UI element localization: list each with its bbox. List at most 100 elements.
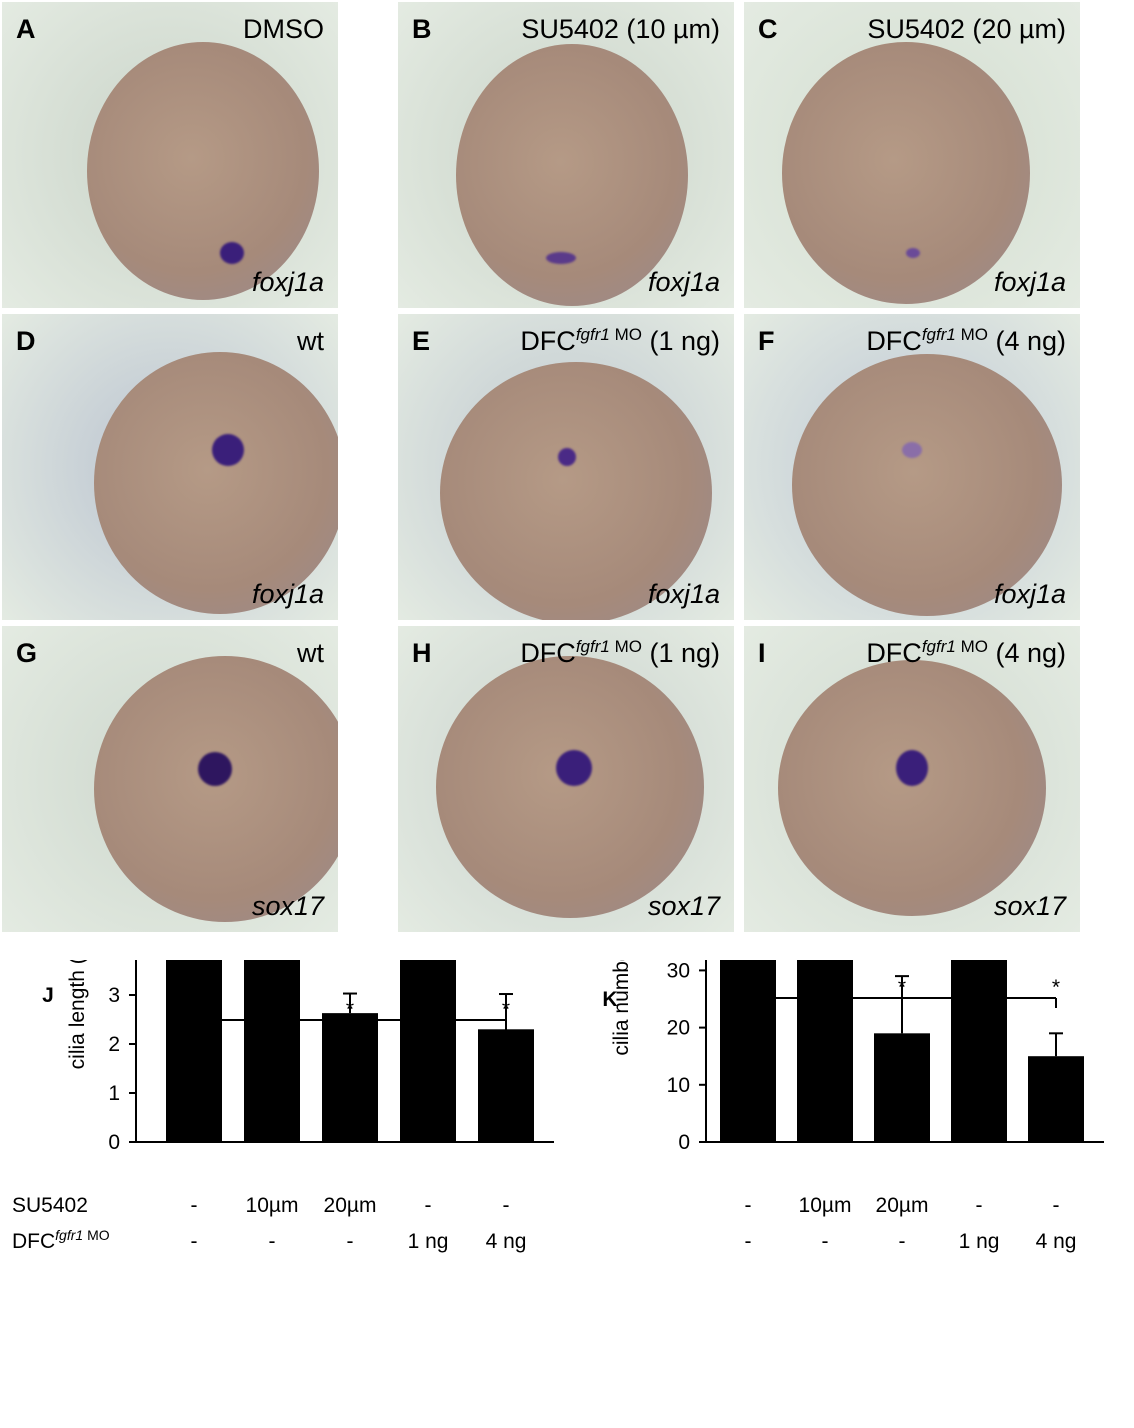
- significance-star: *: [268, 998, 276, 1021]
- y-axis-label: cilia number: [610, 960, 633, 1056]
- dfc-value: -: [899, 1230, 906, 1253]
- embryo-image: [782, 42, 1030, 304]
- dfc-value: 1 ng: [408, 1230, 449, 1253]
- significance-star: *: [502, 998, 510, 1021]
- embryo-image: [456, 44, 688, 306]
- dfc-row-label: DFCfgfr1 MO: [12, 1227, 110, 1253]
- panel-condition: SU5402 (20 µm): [867, 14, 1066, 44]
- bar: [720, 960, 776, 1142]
- condition-superscript: fgfr1 MO: [921, 325, 988, 344]
- panel-h: H DFCfgfr1 MO (1 ng) sox17: [398, 626, 734, 932]
- condition-suffix: (4 ng): [987, 638, 1066, 668]
- bar: [951, 960, 1007, 1142]
- condition-superscript: fgfr1 MO: [575, 325, 642, 344]
- panel-gene-label: foxj1a: [993, 579, 1066, 609]
- expression-spot: [558, 448, 576, 466]
- panel-letter: I: [758, 638, 766, 668]
- y-tick-label: 0: [108, 1131, 120, 1154]
- su5402-row-label: SU5402: [12, 1194, 88, 1217]
- significance-star: *: [1052, 976, 1060, 999]
- charts-area: J0123456cilia length (µm)****--10µm-20µm…: [12, 960, 1104, 1253]
- bar: [1028, 1056, 1084, 1142]
- panel-condition: DFCfgfr1 MO (4 ng): [866, 326, 1066, 357]
- panel-gene-label: sox17: [647, 891, 720, 921]
- embryo-image: [778, 660, 1046, 916]
- panel-gene-label: sox17: [251, 891, 324, 921]
- panel-b: B SU5402 (10 µm) foxj1a: [398, 2, 734, 308]
- embryo-image: [440, 362, 712, 620]
- bar: [322, 1013, 378, 1142]
- su5402-value: 20µm: [324, 1194, 377, 1217]
- expression-spot: [896, 750, 928, 786]
- y-tick-label: 30: [667, 960, 690, 982]
- condition-prefix: DFC: [866, 326, 922, 356]
- panel-gene-label: foxj1a: [647, 579, 720, 609]
- expression-spot: [902, 442, 922, 458]
- y-tick-label: 10: [667, 1074, 690, 1097]
- panel-e: E DFCfgfr1 MO (1 ng) foxj1a: [398, 314, 734, 620]
- expression-spot: [220, 242, 244, 264]
- panel-condition: DFCfgfr1 MO (1 ng): [520, 638, 720, 669]
- embryo-image: [87, 42, 319, 300]
- dfc-value: -: [269, 1230, 276, 1253]
- panel-condition: wt: [297, 638, 324, 668]
- panel-letter: E: [412, 326, 431, 356]
- significance-star: *: [346, 998, 354, 1021]
- bar: [478, 1029, 534, 1142]
- expression-spot: [198, 752, 232, 786]
- panel-condition: DMSO: [243, 14, 324, 44]
- panel-letter: C: [758, 14, 778, 44]
- bar: [874, 1033, 930, 1142]
- panel-condition: DFCfgfr1 MO (4 ng): [866, 638, 1066, 669]
- condition-prefix: DFC: [520, 326, 576, 356]
- panel-c: C SU5402 (20 µm) foxj1a: [744, 2, 1080, 308]
- panel-gene-label: foxj1a: [251, 267, 324, 297]
- y-axis-label: cilia length (µm): [66, 960, 89, 1069]
- su5402-value: -: [745, 1194, 752, 1217]
- dfc-value: 4 ng: [1036, 1230, 1077, 1253]
- panel-i: I DFCfgfr1 MO (4 ng) sox17: [744, 626, 1080, 932]
- condition-suffix: (1 ng): [641, 638, 720, 668]
- panel-letter: G: [16, 638, 38, 668]
- condition-prefix: DFC: [866, 638, 922, 668]
- dfc-value: -: [745, 1230, 752, 1253]
- dfc-value: -: [822, 1230, 829, 1253]
- panel-gene-label: foxj1a: [251, 579, 324, 609]
- y-tick-label: 20: [667, 1017, 690, 1040]
- panel-letter: F: [758, 326, 775, 356]
- condition-superscript: fgfr1 MO: [921, 637, 988, 656]
- panel-letter: H: [412, 638, 432, 668]
- bar: [244, 960, 300, 1142]
- y-tick-label: 0: [678, 1131, 690, 1154]
- chart-panel-letter: J: [42, 984, 54, 1007]
- panel-letter: A: [16, 14, 36, 44]
- dfc-value: 4 ng: [486, 1230, 527, 1253]
- embryo-image: [94, 352, 338, 614]
- su5402-value: 10µm: [799, 1194, 852, 1217]
- panel-condition: wt: [297, 326, 324, 356]
- panel-gene-label: foxj1a: [647, 267, 720, 297]
- y-tick-label: 2: [108, 1033, 120, 1056]
- su5402-value: -: [976, 1194, 983, 1217]
- expression-spot: [906, 248, 920, 258]
- chart-panel-letter: K: [602, 988, 617, 1011]
- su5402-value: -: [191, 1194, 198, 1217]
- panel-letter: B: [412, 14, 432, 44]
- dfc-value: 1 ng: [959, 1230, 1000, 1253]
- condition-suffix: (1 ng): [641, 326, 720, 356]
- panel-condition: DFCfgfr1 MO (1 ng): [520, 326, 720, 357]
- panel-f: F DFCfgfr1 MO (4 ng) foxj1a: [744, 314, 1080, 620]
- expression-spot: [546, 252, 576, 264]
- bar: [166, 960, 222, 1142]
- significance-star: *: [898, 976, 906, 999]
- condition-suffix: (4 ng): [987, 326, 1066, 356]
- embryo-image: [436, 656, 704, 918]
- embryo-image: [94, 656, 338, 922]
- y-tick-label: 3: [108, 984, 120, 1007]
- panel-letter: D: [16, 326, 36, 356]
- expression-spot: [556, 750, 592, 786]
- significance-star: *: [424, 998, 432, 1021]
- expression-spot: [212, 434, 244, 466]
